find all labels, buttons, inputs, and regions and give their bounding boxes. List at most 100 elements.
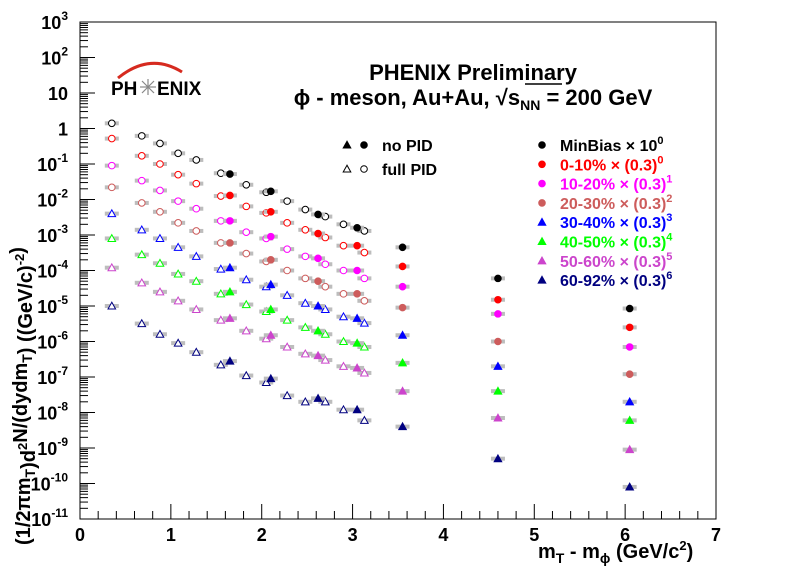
pid-legend-triangle	[342, 140, 352, 149]
data-point-full-pid	[338, 311, 349, 321]
data-point-no-pid	[267, 187, 275, 196]
data-point-full-pid	[156, 208, 164, 216]
data-point-full-pid	[320, 355, 330, 364]
series-40-50-	[104, 233, 637, 424]
data-point-no-pid	[225, 313, 235, 322]
data-point-no-pid	[225, 262, 235, 272]
legend-marker	[538, 179, 546, 188]
legend-entry: 60-92% × (0.3)6	[560, 270, 672, 290]
logo-text-right: ENIX	[157, 79, 202, 100]
y-tick-base: 10	[41, 49, 61, 69]
y-tick-exponent: -8	[57, 400, 68, 414]
data-point-no-pid	[226, 239, 234, 247]
data-point-full-pid	[174, 197, 182, 205]
x-axis-ticks: 0 1 2 3 4 5 6 7	[75, 504, 721, 545]
data-point-full-pid	[338, 336, 349, 346]
x-tick-label: 7	[711, 525, 721, 545]
data-point-full-pid	[191, 251, 201, 260]
logo-star-icon	[140, 79, 156, 95]
pid-legend: no PID full PID	[342, 138, 437, 179]
data-point-no-pid	[397, 421, 408, 431]
data-point-no-pid	[494, 337, 502, 346]
x-tick-label: 0	[75, 525, 85, 545]
subtitle-suffix: = 200 GeV	[540, 85, 652, 110]
data-point-full-pid	[283, 219, 291, 227]
legend-factor-exponent: 6	[666, 270, 672, 282]
legend-factor: × (0.3)	[615, 235, 666, 252]
legend-factor-exponent: 1	[666, 174, 672, 186]
subtitle-s-sub: NN	[520, 97, 540, 113]
data-point-full-pid	[192, 156, 201, 164]
pid-legend-triangle	[342, 164, 352, 173]
y-tick-exponent: 3	[61, 9, 68, 23]
x-label-mid: - m	[564, 541, 600, 563]
data-point-full-pid	[216, 264, 226, 273]
legend-factor: × (0.3)	[615, 254, 666, 271]
data-point-no-pid	[266, 373, 276, 383]
y-tick-base: 10	[37, 333, 57, 353]
data-point-full-pid	[173, 295, 183, 305]
data-point-no-pid	[313, 393, 323, 402]
data-point-no-pid	[353, 266, 361, 275]
data-point-full-pid	[174, 219, 182, 227]
data-point-full-pid	[241, 370, 251, 380]
data-point-full-pid	[283, 197, 291, 205]
data-point-full-pid	[156, 139, 164, 148]
data-point-no-pid	[226, 170, 234, 178]
y-tick-exponent: -7	[57, 364, 68, 378]
y-tick-base: 10	[37, 262, 57, 282]
x-tick-label: 5	[529, 525, 539, 545]
data-point-no-pid	[625, 323, 634, 332]
data-point-full-pid	[301, 274, 310, 283]
data-point-no-pid	[353, 290, 361, 298]
y-label-part: T	[22, 468, 38, 477]
series-20-30-	[104, 183, 637, 378]
data-point-full-pid	[282, 390, 292, 400]
data-point-full-pid	[282, 290, 292, 299]
y-tick-base: 10	[41, 13, 61, 33]
data-point-full-pid	[137, 318, 147, 328]
legend-factor-exponent: 2	[666, 193, 672, 205]
series-30-40-	[104, 208, 637, 406]
y-axis-ticks: 10-1110-1010-910-810-710-610-510-410-310…	[31, 9, 95, 530]
y-tick-label: 10-1	[37, 151, 68, 175]
data-point-no-pid	[398, 282, 407, 291]
data-point-no-pid	[398, 243, 407, 252]
data-point-full-pid	[339, 220, 348, 229]
data-point-full-pid	[108, 119, 116, 128]
legend-entry: 20-30% × (0.3)2	[560, 193, 672, 213]
x-label-sub-phi: ϕ	[600, 550, 611, 566]
data-point-full-pid	[108, 161, 116, 170]
x-tick-label: 2	[257, 525, 267, 545]
data-point-no-pid	[352, 404, 362, 414]
data-point-full-pid	[173, 269, 183, 278]
pid-legend-label: full PID	[382, 162, 437, 179]
data-point-full-pid	[359, 368, 370, 377]
data-point-full-pid	[321, 233, 330, 242]
subtitle-s: s	[508, 85, 520, 110]
data-point-full-pid	[359, 342, 370, 351]
data-point-full-pid	[301, 205, 310, 214]
y-tick-label: 10-6	[37, 329, 68, 353]
legend-name: 10-20%	[560, 177, 615, 194]
y-tick-base: 10	[31, 510, 51, 530]
data-point-full-pid	[320, 304, 330, 313]
y-label-part: N/(dydm	[10, 363, 32, 443]
data-point-no-pid	[266, 304, 276, 313]
legend-marker	[537, 217, 547, 226]
y-axis-label: (1/2πmT)d2N/(dydmT) ((GeV/c)-2)	[7, 247, 40, 545]
x-axis-label: mT - mϕ (GeV/c2)	[538, 538, 693, 566]
y-tick-exponent: -1	[57, 151, 68, 165]
y-tick-label: 10-3	[37, 222, 68, 246]
data-point-no-pid	[352, 338, 362, 347]
y-tick-label: 1	[58, 120, 68, 140]
data-point-no-pid	[267, 256, 275, 264]
y-tick-base: 1	[58, 120, 68, 140]
data-point-no-pid	[493, 361, 503, 370]
x-label-end: )	[687, 541, 694, 563]
y-tick-exponent: -5	[57, 293, 68, 307]
data-point-full-pid	[192, 204, 201, 213]
data-point-full-pid	[282, 315, 292, 324]
data-point-full-pid	[320, 396, 330, 406]
